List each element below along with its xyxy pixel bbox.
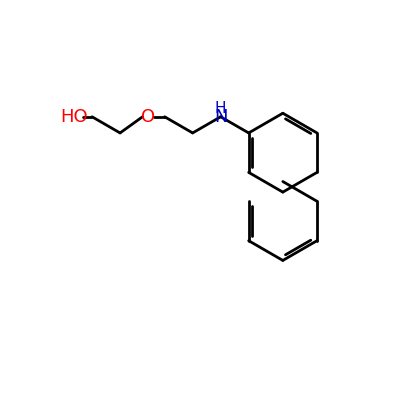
Text: HO: HO <box>60 108 88 126</box>
Text: H: H <box>215 100 226 116</box>
Text: N: N <box>214 108 228 126</box>
Text: O: O <box>141 108 155 126</box>
